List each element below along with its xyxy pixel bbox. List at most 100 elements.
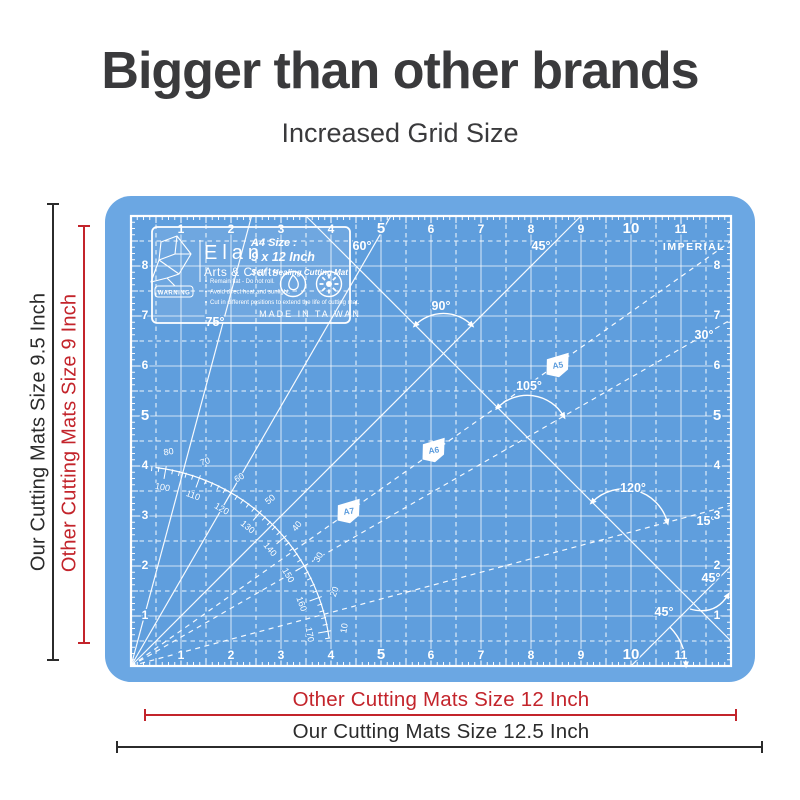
protractor-degree-outer: 70 <box>199 455 212 468</box>
warning-badge <box>154 285 194 298</box>
paper-size-marker-a6: A6 <box>422 437 445 463</box>
ruler-number-top: 9 <box>578 222 585 236</box>
measure-arc <box>669 626 689 669</box>
ruler-number-left: 8 <box>142 258 149 272</box>
ruler-number-bottom: 11 <box>675 648 688 662</box>
paper-size-label: A6 <box>428 444 440 455</box>
ruler-number-top: 3 <box>278 222 285 236</box>
warning-text: Remain flat - Do not roll. <box>210 279 275 285</box>
ruler-number-bottom: 1 <box>178 648 185 662</box>
ruler-number-left: 2 <box>142 558 149 572</box>
angle-label: 105° <box>516 379 542 393</box>
ruler-number-left: 5 <box>141 407 149 424</box>
protractor-degree-inner: 110 <box>185 488 202 502</box>
brand-name: Elan <box>204 242 264 264</box>
ray-15-deg <box>130 504 732 667</box>
dim-line-our-height <box>47 203 59 661</box>
ruler-number-bottom: 7 <box>478 648 485 662</box>
mat-product-type: Self - Healing Cutting Mat <box>251 268 348 277</box>
paper-size-marker-a5: A5 <box>546 352 569 378</box>
dim-line-other-height <box>78 225 90 644</box>
warning-text: Cut in different positions to extend the… <box>210 300 360 306</box>
ruler-numbers: 1122334455667788991010111111223344556677… <box>139 219 722 665</box>
ruler-number-top: 2 <box>228 222 235 236</box>
page-subtitle: Increased Grid Size <box>281 118 519 148</box>
ray-75-deg <box>130 215 253 667</box>
angle-measure-arcs <box>412 312 730 669</box>
cross-diagonal-line <box>305 215 732 642</box>
angle-label: 30° <box>695 328 714 342</box>
ruler-number-top: 4 <box>328 222 335 236</box>
angle-label: 120° <box>620 481 646 495</box>
angle-label: 90° <box>432 299 451 313</box>
ruler-number-top: 1 <box>178 222 185 236</box>
ruler-number-right: 3 <box>714 508 721 522</box>
protractor-arc <box>155 466 330 639</box>
protractor-degree-outer: 80 <box>163 446 175 458</box>
bullet-dot <box>205 290 207 293</box>
mat-size-value: 9 x 12 Inch <box>251 250 315 264</box>
warning-badge-label: WARNING <box>158 291 191 297</box>
measure-arc <box>689 592 730 612</box>
ruler-number-bottom: 9 <box>578 648 585 662</box>
angle-label: 45° <box>532 239 551 253</box>
cutting-mat: 1020304050607080100110120130140150160170… <box>105 196 755 682</box>
angle-labels: 60° 45° 75° 90° 30° 105° 120° 15° 45° 45° <box>204 238 722 621</box>
warning-text: Avoid direct heat and sunlight. <box>210 290 291 296</box>
brand-tagline: Arts & Crafts <box>204 265 279 279</box>
dim-label-our-width: Our Cutting Mats Size 12.5 Inch <box>292 720 590 743</box>
ruler-number-right: 4 <box>714 458 721 472</box>
ruler-number-left: 1 <box>142 608 149 622</box>
flag-icon <box>337 498 360 524</box>
ray-45-deg <box>130 215 582 667</box>
paper-size-label: A7 <box>343 505 355 516</box>
ruler-number-top: 8 <box>528 222 535 236</box>
dim-label-other-height: Other Cutting Mats Size 9 Inch <box>58 293 81 573</box>
elan-logo-fox-icon <box>150 235 192 287</box>
page-title: Bigger than other brands <box>101 42 699 100</box>
bullet-dot <box>205 280 207 282</box>
corner-diagonal-line <box>630 565 732 667</box>
paper-size-label: A5 <box>552 359 564 370</box>
made-in-label: MADE IN TAIWAN <box>259 309 361 319</box>
angle-label: 45° <box>655 605 674 619</box>
ray-30-deg <box>130 319 732 667</box>
ruler-number-top: 10 <box>623 220 640 237</box>
paper-size-marker-a7: A7 <box>337 498 360 524</box>
ruler-number-left: 7 <box>142 308 149 322</box>
ruler-number-top: 5 <box>377 220 385 237</box>
measure-arc <box>589 488 670 526</box>
ray-35.3-deg <box>130 240 732 667</box>
dim-line-our-width <box>116 741 763 753</box>
protractor-degree-outer: 20 <box>328 585 341 598</box>
ray-60-deg <box>130 215 392 667</box>
ruler-number-bottom: 5 <box>377 646 385 663</box>
ruler-number-top: 11 <box>675 222 688 236</box>
ruler-number-top: 7 <box>478 222 485 236</box>
angle-rays <box>130 215 732 667</box>
dim-line-other-width <box>144 709 737 721</box>
ruler-number-right: 6 <box>714 358 721 372</box>
protractor-ticks <box>150 465 332 640</box>
edge-ruler-ticks <box>130 215 732 667</box>
ruler-number-right: 8 <box>714 258 721 272</box>
no-sunlight-icon <box>315 270 343 298</box>
flag-icon <box>546 352 569 378</box>
label-box-border <box>151 226 351 324</box>
angle-label: 75° <box>206 315 225 329</box>
ruler-number-right: 2 <box>714 558 721 572</box>
bullet-dot <box>205 301 207 303</box>
protractor-degree-inner: 100 <box>154 481 171 493</box>
ruler-number-bottom: 4 <box>328 648 335 662</box>
ruler-number-left: 4 <box>142 458 149 472</box>
ruler-number-top: 6 <box>428 222 435 236</box>
ruler-number-bottom: 2 <box>228 648 235 662</box>
ruler-number-bottom: 6 <box>428 648 435 662</box>
ruler-number-right: 7 <box>714 308 721 322</box>
dim-label-our-height: Our Cutting Mats Size 9.5 Inch <box>27 292 50 572</box>
ruler-number-left: 3 <box>142 508 149 522</box>
angle-label: 45° <box>702 571 721 585</box>
angle-label: 60° <box>353 239 372 253</box>
